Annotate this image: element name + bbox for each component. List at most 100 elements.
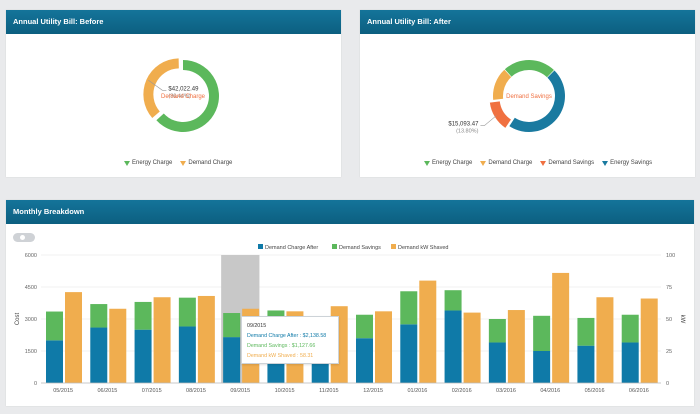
donut-slice-energy-charge <box>156 60 219 132</box>
legend-marker-icon <box>480 160 487 166</box>
legend-label: Energy Savings <box>610 160 653 166</box>
bar-kw-shaved <box>197 295 215 383</box>
donut-slice-demand-charge <box>143 58 179 119</box>
x-tick-label: 02/2016 <box>452 388 472 394</box>
before-legend: Energy Charge Demand Charge <box>124 160 232 166</box>
donut-center-label: Demand Savings <box>506 94 552 100</box>
bar-kw-shaved <box>153 297 171 383</box>
donut-slice-energy-savings <box>509 70 565 133</box>
before-panel-title: Annual Utility Bill: Before <box>6 10 341 34</box>
donut-slice-demand-charge <box>493 69 512 100</box>
legend-item-energy-savings[interactable]: Energy Savings <box>602 160 652 166</box>
y-tick-label: 3000 <box>25 317 37 323</box>
legend-item-energy-charge[interactable]: Energy Charge <box>424 160 472 166</box>
x-tick-label: 06/2015 <box>97 388 117 394</box>
bar-kw-shaved <box>596 297 614 383</box>
x-tick-label: 01/2016 <box>407 388 427 394</box>
tooltip-kw-shaved: Demand kW Shaved : 58.31 <box>247 353 314 359</box>
bar-demand-charge-after <box>577 345 595 383</box>
legend-label: Energy Charge <box>432 160 473 166</box>
bar-demand-savings <box>400 291 418 325</box>
legend-label: Demand Savings <box>548 160 595 166</box>
y-tick-label: 4500 <box>25 285 37 291</box>
x-tick-label: 05/2015 <box>53 388 73 394</box>
bar-demand-charge-after <box>444 310 462 383</box>
x-tick-label: 09/2015 <box>230 388 250 394</box>
bar-demand-charge-after <box>46 340 63 383</box>
donut-callout-pct: (36.44%) <box>168 93 190 99</box>
bar-demand-savings <box>90 304 108 328</box>
before-donut-chart: $42,022.49(36.44%)Demand Charge <box>143 58 219 132</box>
tooltip-demand-charge-after: Demand Charge After : $2,138.58 <box>247 333 327 339</box>
legend-item-demand-charge[interactable]: Demand Charge <box>480 160 532 166</box>
donut-slice-demand-savings <box>489 101 511 128</box>
bar-demand-charge-after <box>533 351 551 383</box>
donut-callout-value: $42,022.49 <box>168 86 199 92</box>
bar-kw-shaved <box>507 310 525 383</box>
before-panel: Annual Utility Bill: Before $42,022.49 (3… <box>6 10 341 177</box>
bar-demand-savings <box>533 315 551 351</box>
legend-marker-icon <box>602 160 609 166</box>
bar-kw-shaved <box>375 311 392 383</box>
legend-label: Energy Charge <box>132 160 173 166</box>
y2-axis-label: kW <box>679 315 685 324</box>
bar-kw-shaved <box>463 312 481 383</box>
donut-callout-value: $15,093.47 <box>448 122 479 128</box>
tooltip-demand-savings: Demand Savings : $1,127.66 <box>247 343 316 349</box>
bar-demand-charge-after <box>488 342 506 383</box>
y2-tick-label: 75 <box>666 285 672 291</box>
bar-legend-label: Demand Charge After <box>265 245 318 251</box>
donut-callout-pct: (13.80%) <box>456 129 478 135</box>
bar-demand-charge-after <box>223 337 241 383</box>
y-tick-label: 0 <box>34 381 37 387</box>
monthly-bar-chart: Demand Charge After Demand Savings Demand … <box>15 244 685 394</box>
bar-legend-swatch <box>258 244 263 249</box>
x-tick-label: 10/2015 <box>275 388 295 394</box>
bar-demand-savings <box>621 314 639 343</box>
bar-legend-swatch <box>391 244 396 249</box>
x-tick-label: 08/2015 <box>186 388 206 394</box>
x-tick-label: 06/2016 <box>629 388 649 394</box>
x-tick-label: 12/2015 <box>363 388 383 394</box>
bar-legend-item-demand-charge-after: Demand Charge After <box>258 244 318 251</box>
x-tick-label: 04/2016 <box>540 388 560 394</box>
donut-callout-line <box>148 80 167 91</box>
bar-demand-charge-after <box>400 324 418 383</box>
donut-center-label: Demand Charge <box>161 94 206 100</box>
y2-tick-label: 50 <box>666 317 672 323</box>
legend-marker-icon <box>540 160 547 166</box>
bar-kw-shaved <box>109 308 127 383</box>
y-axis-label: Cost <box>15 313 21 326</box>
bar-legend-swatch <box>332 244 337 249</box>
legend-marker-icon <box>124 160 130 166</box>
bar-kw-shaved <box>65 292 82 383</box>
y2-tick-label: 100 <box>666 253 675 259</box>
bar-demand-charge-after <box>178 326 196 383</box>
bar-legend-item-demand-kw-shaved: Demand kW Shaved <box>391 244 448 251</box>
x-tick-label: 07/2015 <box>142 388 162 394</box>
bar-demand-savings <box>356 314 373 339</box>
bar-kw-shaved <box>419 280 437 383</box>
after-panel: Annual Utility Bill: After $15,093.47 (13… <box>360 10 695 177</box>
legend-item-energy-charge[interactable]: Energy Charge <box>124 160 172 166</box>
chart-options-toggle[interactable] <box>13 233 35 242</box>
x-tick-label: 11/2015 <box>319 388 338 394</box>
y-tick-label: 1500 <box>25 349 37 355</box>
y2-tick-label: 0 <box>666 381 669 387</box>
bar-demand-savings <box>134 301 152 330</box>
legend-label: Demand Charge <box>488 160 533 166</box>
tooltip-date: 09/2015 <box>247 323 267 329</box>
x-tick-label: 03/2016 <box>496 388 516 394</box>
legend-item-demand-savings[interactable]: Demand Savings <box>540 160 594 166</box>
bar-demand-charge-after <box>90 327 108 383</box>
y-tick-label: 6000 <box>25 253 37 259</box>
chart-tooltip: 09/2015 Demand Charge After : $2,138.58 … <box>241 316 339 364</box>
legend-marker-icon <box>180 160 187 166</box>
bar-kw-shaved <box>552 272 570 383</box>
bar-demand-savings <box>178 297 196 327</box>
bar-legend-label: Demand Savings <box>339 245 381 251</box>
donut-slice-energy-charge <box>504 60 554 78</box>
after-donut-chart: $15,093.47(13.80%) Demand Savings <box>448 60 565 135</box>
legend-item-demand-charge[interactable]: Demand Charge <box>180 160 232 166</box>
y2-tick-label: 25 <box>666 349 672 355</box>
